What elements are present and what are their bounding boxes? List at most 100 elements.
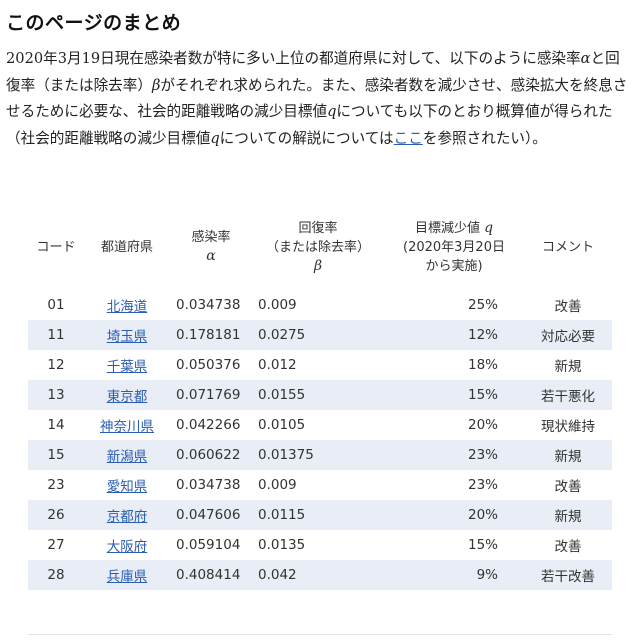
prefecture-cell: 埼玉県	[84, 320, 170, 350]
beta-symbol: β	[313, 257, 323, 274]
code-cell: 14	[47, 417, 65, 433]
infection-rate-cell: 0.034738	[176, 297, 241, 313]
infection-rate-cell: 0.042266	[176, 417, 241, 433]
prefecture-link[interactable]: 神奈川県	[100, 419, 154, 435]
intro-text-1: 2020年3月19日現在感染者数が特に多い上位の都道府県に対して、以下のように感…	[6, 50, 581, 67]
table-body: 01 北海道 0.034738 0.009 25% 改善 11 埼玉県 0.178181 0.02…	[28, 290, 612, 590]
table-row: 11 埼玉県 0.178181 0.0275 12% 対応必要	[28, 320, 612, 350]
code-cell: 26	[28, 500, 84, 530]
table-row: 28 兵庫県 0.408414 0.042 9% 若干改善	[28, 560, 612, 590]
explanation-link[interactable]: ここ	[393, 129, 423, 147]
q-symbol: q	[327, 103, 337, 120]
prefecture-link[interactable]: 埼玉県	[106, 329, 148, 345]
infection-rate-cell: 0.071769	[170, 380, 252, 410]
prefecture-cell: 東京都	[84, 380, 170, 410]
prefecture-link[interactable]: 東京都	[106, 389, 148, 405]
prefecture-cell: 兵庫県	[84, 560, 170, 590]
table-row: 01 北海道 0.034738 0.009 25% 改善	[28, 290, 612, 320]
infection-rate-cell: 0.059104	[176, 537, 241, 553]
page-heading: このページのまとめ	[6, 12, 182, 34]
recovery-rate-cell: 0.01375	[252, 440, 384, 470]
target-reduction-cell: 20%	[384, 500, 524, 530]
comment-cell: 改善	[554, 539, 582, 555]
recovery-rate-cell: 0.0135	[258, 537, 306, 553]
comment-cell: 若干悪化	[524, 380, 612, 410]
code-cell: 13	[28, 380, 84, 410]
header-prefecture: 都道府県	[100, 239, 153, 255]
intro-text-6: を参照されたい）。	[422, 129, 547, 147]
bottom-divider	[28, 634, 612, 635]
header-infection-rate: 感染率 α	[170, 204, 252, 290]
target-reduction-cell: 20%	[467, 417, 498, 433]
comment-cell: 現状維持	[541, 419, 595, 435]
header-code: コード	[36, 239, 76, 255]
alpha-symbol: α	[580, 50, 591, 67]
recovery-rate-cell: 0.012	[258, 357, 297, 373]
target-reduction-cell: 12%	[384, 320, 524, 350]
table-row: 12 千葉県 0.050376 0.012 18% 新規	[28, 350, 612, 380]
code-cell: 11	[28, 320, 84, 350]
recovery-rate-cell: 0.0275	[252, 320, 384, 350]
intro-text-5: についての解説については	[219, 129, 394, 147]
code-cell: 28	[28, 560, 84, 590]
header-target-reduction: 目標減少値 q (2020年3月20日 から実施)	[403, 219, 505, 274]
intro-text-3: がそれぞれ求められた。また、感染者数を減少させ、感染拡大を終息させるために必要な…	[6, 76, 628, 121]
prefecture-cell: 京都府	[84, 500, 170, 530]
recovery-rate-cell: 0.009	[258, 297, 297, 313]
prefecture-link[interactable]: 京都府	[106, 509, 148, 525]
intro-text-4: についても以下のとおり概算値が得られた（社会的距離戦略の減少目標値	[6, 103, 613, 147]
recovery-rate-cell: 0.0115	[252, 500, 384, 530]
header-comment: コメント	[541, 239, 594, 255]
code-cell: 01	[47, 297, 65, 313]
code-cell: 12	[47, 357, 65, 373]
code-cell: 27	[47, 537, 65, 553]
prefecture-link[interactable]: 新潟県	[106, 449, 148, 465]
table-header-row: コード 都道府県 感染率 α 回復率 （または除去率） β 目標減少値 q (2020年…	[28, 204, 612, 290]
infection-rate-cell: 0.060622	[170, 440, 252, 470]
intro-paragraph: 2020年3月19日現在感染者数が特に多い上位の都道府県に対して、以下のように感…	[6, 46, 630, 152]
infection-rate-cell: 0.050376	[176, 357, 241, 373]
infection-rate-cell: 0.034738	[176, 477, 241, 493]
prefecture-cell: 大阪府	[84, 530, 170, 560]
q-symbol: q	[210, 129, 220, 147]
table-row: 14 神奈川県 0.042266 0.0105 20% 現状維持	[28, 410, 612, 440]
code-cell: 15	[28, 440, 84, 470]
target-reduction-cell: 23%	[467, 477, 498, 493]
comment-cell: 対応必要	[524, 320, 612, 350]
prefecture-cell: 北海道	[84, 290, 170, 320]
table-row: 27 大阪府 0.059104 0.0135 15% 改善	[28, 530, 612, 560]
comment-cell: 改善	[554, 479, 582, 495]
table-row: 23 愛知県 0.034738 0.009 23% 改善	[28, 470, 612, 500]
comment-cell: 若干改善	[524, 560, 612, 590]
target-reduction-cell: 15%	[467, 537, 498, 553]
target-reduction-cell: 15%	[384, 380, 524, 410]
alpha-symbol: α	[206, 248, 216, 264]
prefecture-cell: 新潟県	[84, 440, 170, 470]
prefecture-table: コード 都道府県 感染率 α 回復率 （または除去率） β 目標減少値 q (2020年…	[28, 204, 612, 590]
prefecture-cell: 千葉県	[84, 350, 170, 380]
prefecture-link[interactable]: 兵庫県	[106, 569, 148, 585]
comment-cell: 新規	[554, 359, 582, 375]
prefecture-cell: 愛知県	[84, 470, 170, 500]
comment-cell: 改善	[554, 299, 582, 315]
intro-text-2: と回復率（または除去率）	[6, 50, 620, 94]
target-reduction-cell: 23%	[384, 440, 524, 470]
target-reduction-cell: 9%	[384, 560, 524, 590]
header-recovery-rate: 回復率 （または除去率） β	[252, 204, 384, 290]
infection-rate-cell: 0.408414	[170, 560, 252, 590]
infection-rate-cell: 0.178181	[170, 320, 252, 350]
target-reduction-cell: 18%	[467, 357, 498, 373]
q-symbol: q	[484, 219, 494, 236]
prefecture-link[interactable]: 大阪府	[106, 539, 148, 555]
table-row: 15 新潟県 0.060622 0.01375 23% 新規	[28, 440, 612, 470]
table-row: 26 京都府 0.047606 0.0115 20% 新規	[28, 500, 612, 530]
target-reduction-cell: 25%	[467, 297, 498, 313]
prefecture-link[interactable]: 千葉県	[106, 359, 148, 375]
table-row: 13 東京都 0.071769 0.0155 15% 若干悪化	[28, 380, 612, 410]
prefecture-link[interactable]: 北海道	[106, 299, 148, 315]
recovery-rate-cell: 0.042	[252, 560, 384, 590]
recovery-rate-cell: 0.0105	[258, 417, 306, 433]
prefecture-link[interactable]: 愛知県	[106, 479, 148, 495]
comment-cell: 新規	[524, 440, 612, 470]
